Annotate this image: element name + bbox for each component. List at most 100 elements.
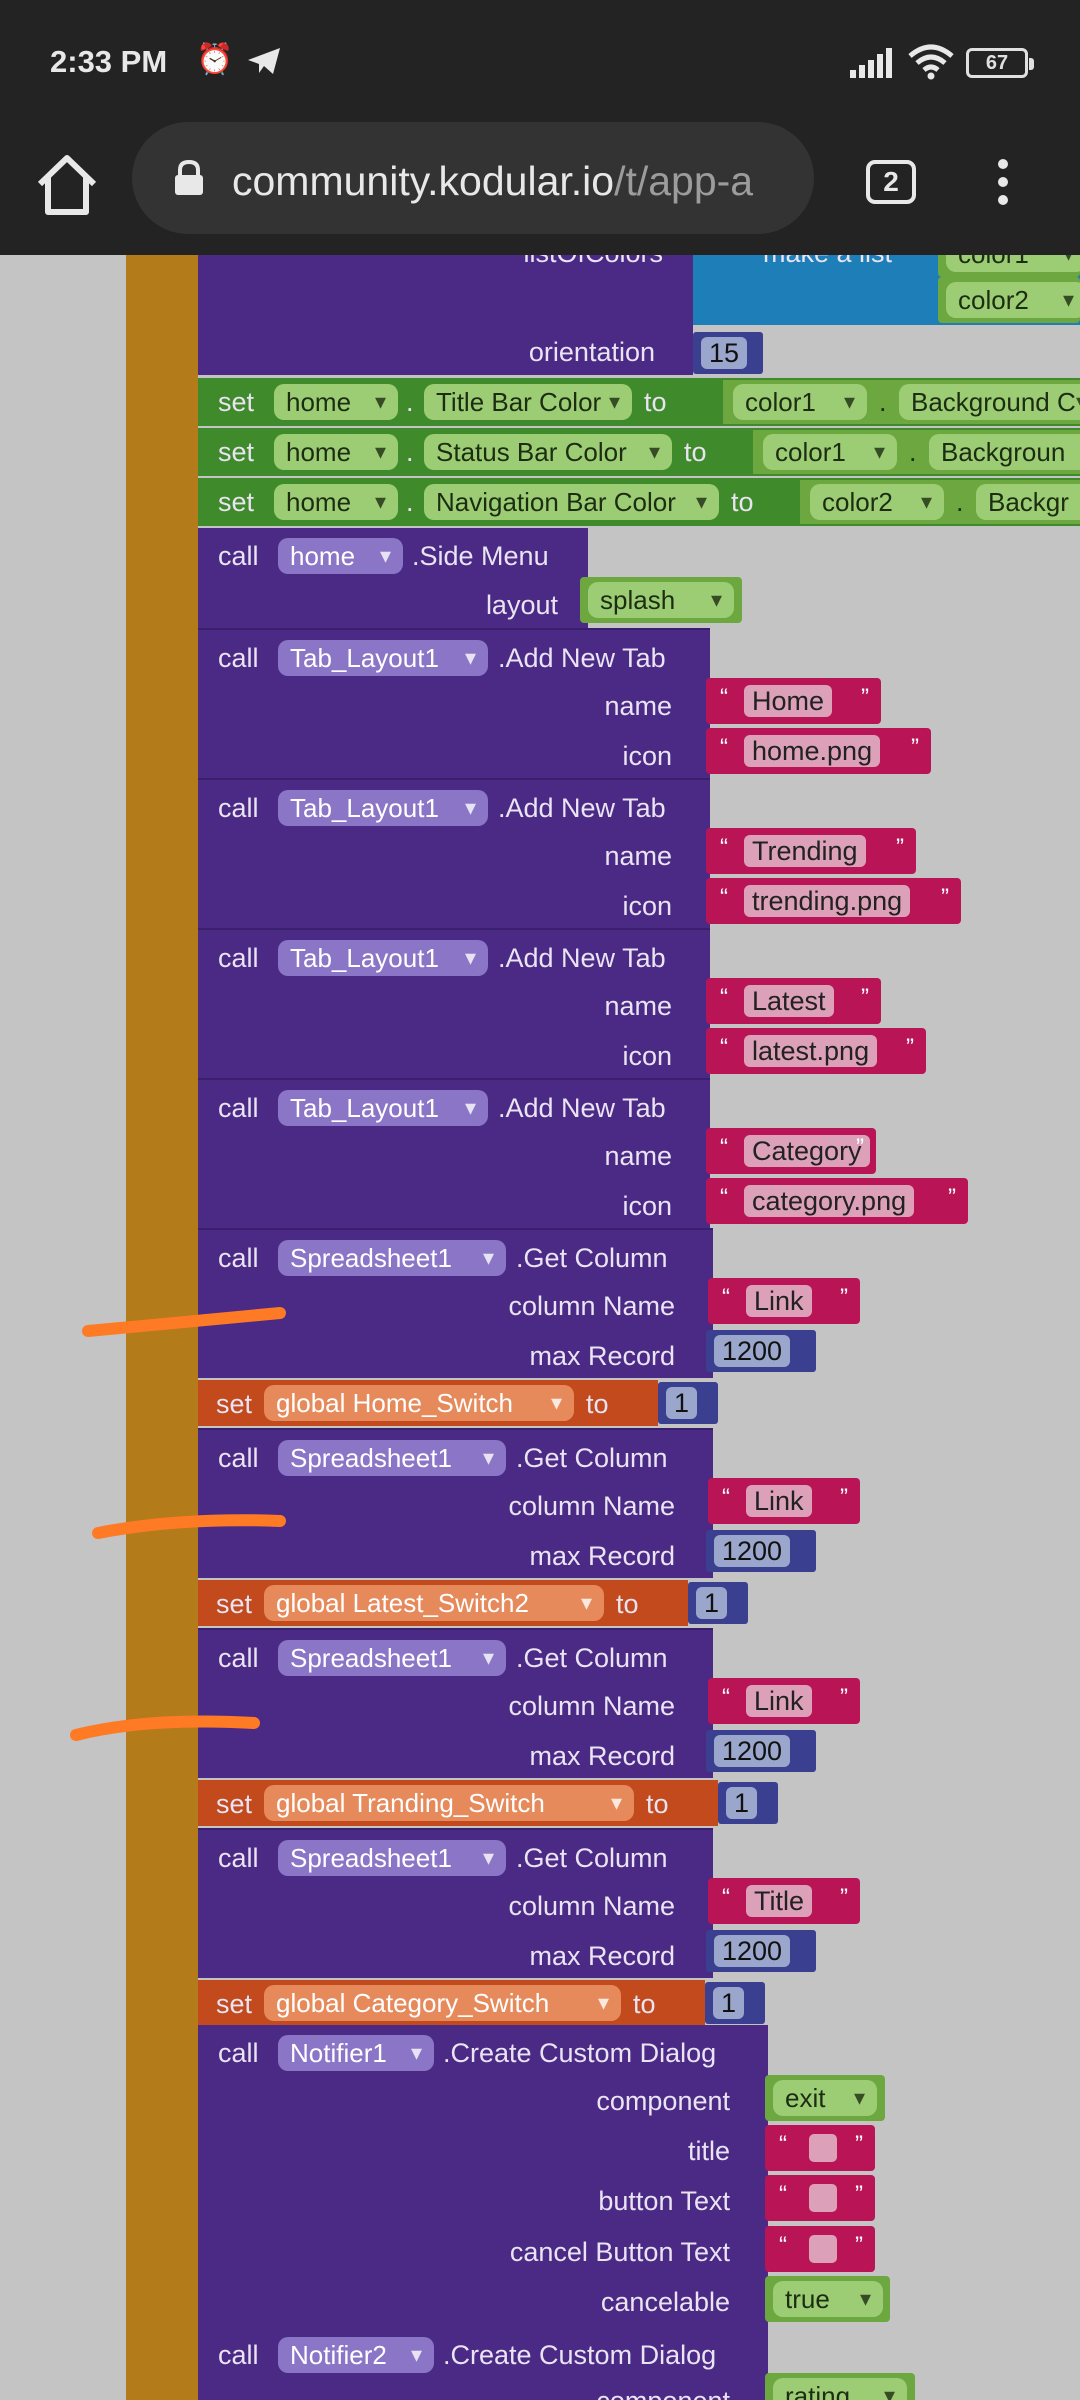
add-new-tab-block[interactable]: call Tab_Layout1 .Add New Tab name icon (198, 1078, 710, 1228)
switch-value-number-block[interactable]: 1 (705, 1982, 765, 2024)
color1-field[interactable]: color1 (946, 255, 1080, 272)
button-text-param-label: button Text (598, 2186, 730, 2216)
call-side-menu-block[interactable]: call home .Side Menu layout (198, 528, 588, 628)
get-column-block[interactable]: call Spreadsheet1 .Get Column column Name ma… (198, 1828, 713, 1978)
global-variable-dropdown[interactable]: global Latest_Switch2 (264, 1585, 604, 1621)
column-name-param-label: column Name (508, 1691, 675, 1721)
param-label: layout (485, 590, 558, 620)
create-custom-dialog-block-1[interactable]: call Notifier1 .Create Custom Dialog com… (198, 2025, 768, 2335)
tab-layout-dropdown[interactable]: Tab_Layout1 (278, 1090, 488, 1126)
color-getter-block[interactable]: color1. Background C (723, 380, 1080, 424)
url-path: /t/app-a (614, 158, 754, 204)
notifier1-dropdown[interactable]: Notifier1 (278, 2035, 434, 2071)
tab-switcher-button[interactable]: 2 (866, 160, 916, 204)
url-bar[interactable]: community.kodular.io/t/app-a (132, 122, 814, 234)
max-record-number-block[interactable]: 1200 (706, 1330, 816, 1372)
background-color-dropdown[interactable]: Background C (899, 384, 1080, 420)
component-dropdown[interactable]: home (278, 538, 403, 574)
add-new-tab-block[interactable]: call Tab_Layout1 .Add New Tab name icon (198, 778, 710, 928)
rating-component-block[interactable]: rating (765, 2373, 915, 2400)
property-dropdown[interactable]: Title Bar Color (424, 384, 632, 420)
set-global-variable-block[interactable]: set global Latest_Switch2 to (198, 1580, 688, 1626)
column-name-string-block[interactable]: “Title” (708, 1878, 860, 1924)
home-icon[interactable] (32, 150, 102, 220)
switch-value-number-block[interactable]: 1 (718, 1782, 778, 1824)
to-label: to (616, 1589, 639, 1619)
method-label: .Get Column (516, 1443, 668, 1473)
background-color-dropdown[interactable]: Backgroun (929, 434, 1080, 470)
color2-getter[interactable]: color2 (938, 277, 1080, 323)
overflow-menu-button[interactable] (988, 154, 1018, 214)
spreadsheet-dropdown[interactable]: Spreadsheet1 (278, 1240, 506, 1276)
set-global-variable-block[interactable]: set global Home_Switch to (198, 1380, 658, 1426)
cancel-text-empty-string-block[interactable]: “” (765, 2226, 875, 2272)
column-name-string-block[interactable]: “Link” (708, 1478, 860, 1524)
tab-name-string-block[interactable]: “Home” (706, 678, 881, 724)
dot-label: . (406, 387, 414, 417)
max-record-number-block[interactable]: 1200 (706, 1930, 816, 1972)
switch-value-number-block[interactable]: 1 (688, 1582, 748, 1624)
button-text-empty-string-block[interactable]: “” (765, 2175, 875, 2221)
tab-icon-string-block[interactable]: “category.png” (706, 1178, 968, 1224)
max-record-number-block[interactable]: 1200 (706, 1530, 816, 1572)
add-new-tab-block[interactable]: call Tab_Layout1 .Add New Tab name icon (198, 628, 710, 778)
spreadsheet-dropdown[interactable]: Spreadsheet1 (278, 1440, 506, 1476)
splash-value-block[interactable]: splash (580, 577, 742, 623)
get-column-block[interactable]: call Spreadsheet1 .Get Column column Name ma… (198, 1628, 713, 1778)
tab-name-string-block[interactable]: “Trending” (706, 828, 916, 874)
dot-label: . (879, 387, 887, 417)
rating-dropdown[interactable]: rating (773, 2378, 907, 2400)
orientation-number-block[interactable]: 15 (693, 332, 763, 374)
exit-component-block[interactable]: exit (765, 2075, 885, 2121)
notifier2-dropdown[interactable]: Notifier2 (278, 2337, 434, 2373)
create-custom-dialog-block-2[interactable]: call Notifier2 .Create Custom Dialog com… (198, 2327, 768, 2400)
true-dropdown[interactable]: true (773, 2281, 883, 2317)
color-dropdown[interactable]: color1 (763, 434, 897, 470)
switch-value-number-block[interactable]: 1 (658, 1382, 718, 1424)
get-column-block[interactable]: call Spreadsheet1 .Get Column column Name ma… (198, 1228, 713, 1378)
column-name-string-block[interactable]: “Link” (708, 1678, 860, 1724)
title-empty-string-block[interactable]: “” (765, 2125, 875, 2171)
dot-label: . (956, 487, 964, 517)
spreadsheet-dropdown[interactable]: Spreadsheet1 (278, 1840, 506, 1876)
color-getter-block[interactable]: color1. Backgroun (753, 430, 1080, 474)
color-dropdown[interactable]: color2 (810, 484, 944, 520)
tab-layout-dropdown[interactable]: Tab_Layout1 (278, 940, 488, 976)
exit-dropdown[interactable]: exit (773, 2080, 877, 2116)
spreadsheet-dropdown[interactable]: Spreadsheet1 (278, 1640, 506, 1676)
color-getter-block[interactable]: color2. Backgr (800, 480, 1080, 524)
add-new-tab-block[interactable]: call Tab_Layout1 .Add New Tab name icon (198, 928, 710, 1078)
background-color-dropdown[interactable]: Backgr (976, 484, 1080, 520)
get-column-block[interactable]: call Spreadsheet1 .Get Column column Name ma… (198, 1428, 713, 1578)
blocks-canvas[interactable]: listOfColors make a list color1 color2 o… (0, 255, 1080, 2400)
set-global-variable-block[interactable]: set global Category_Switch to (198, 1980, 705, 2026)
global-variable-dropdown[interactable]: global Tranding_Switch (264, 1785, 634, 1821)
component-dropdown[interactable]: home (274, 484, 398, 520)
color1-getter[interactable]: color1 (938, 255, 1080, 277)
color-dropdown[interactable]: color1 (733, 384, 867, 420)
component-dropdown[interactable]: home (274, 434, 398, 470)
method-label: .Add New Tab (498, 793, 666, 823)
tab-layout-dropdown[interactable]: Tab_Layout1 (278, 790, 488, 826)
splash-dropdown[interactable]: splash (588, 582, 734, 618)
global-variable-dropdown[interactable]: global Home_Switch (264, 1385, 574, 1421)
true-boolean-block[interactable]: true (765, 2276, 890, 2322)
property-dropdown[interactable]: Status Bar Color (424, 434, 672, 470)
max-record-number-block[interactable]: 1200 (706, 1730, 816, 1772)
set-global-variable-block[interactable]: set global Tranding_Switch to (198, 1780, 718, 1826)
tab-icon-string-block[interactable]: “trending.png” (706, 878, 961, 924)
global-variable-dropdown[interactable]: global Category_Switch (264, 1985, 621, 2021)
property-dropdown[interactable]: Navigation Bar Color (424, 484, 719, 520)
component-dropdown[interactable]: home (274, 384, 398, 420)
tab-name-string-block[interactable]: “Latest” (706, 978, 881, 1024)
tab-icon-string-block[interactable]: “latest.png” (706, 1028, 926, 1074)
battery-icon: 67 (966, 48, 1034, 78)
column-name-string-block[interactable]: “Link” (708, 1278, 860, 1324)
tab-name-string-block[interactable]: “Category” (706, 1128, 876, 1174)
tab-icon-string-block[interactable]: “home.png” (706, 728, 931, 774)
tab-layout-dropdown[interactable]: Tab_Layout1 (278, 640, 488, 676)
color2-field[interactable]: color2 (946, 282, 1080, 318)
